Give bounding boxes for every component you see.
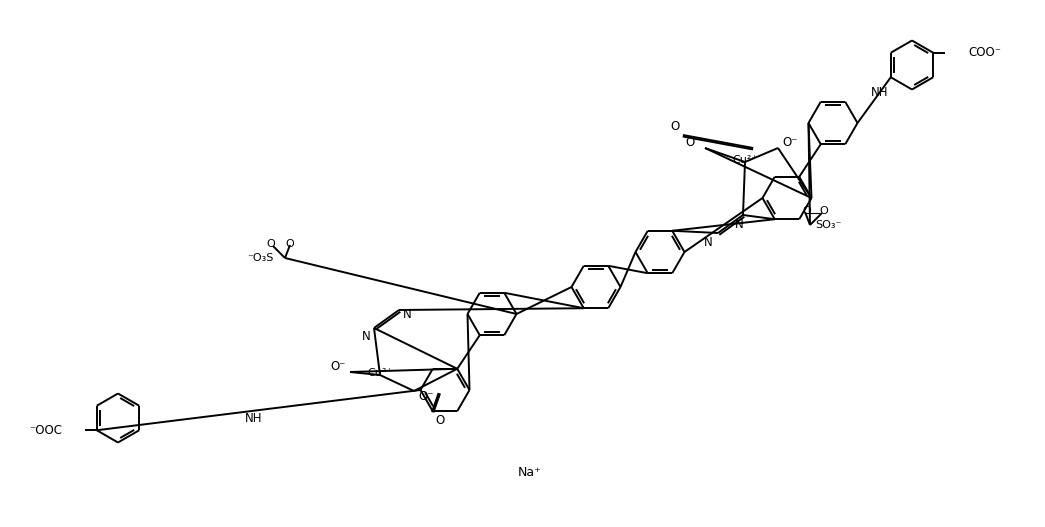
Text: O: O [803, 206, 811, 216]
Text: N: N [362, 329, 370, 343]
Text: ⁻OOC: ⁻OOC [29, 424, 62, 437]
Text: COO⁻: COO⁻ [969, 46, 1001, 59]
Text: Cu²⁺: Cu²⁺ [733, 155, 758, 165]
Text: O: O [266, 239, 276, 249]
Text: O: O [285, 239, 295, 249]
Text: O⁻: O⁻ [418, 389, 434, 403]
Text: Cu²⁺: Cu²⁺ [368, 368, 393, 378]
Text: O: O [436, 414, 444, 426]
Text: Na⁺: Na⁺ [518, 465, 542, 479]
Text: O: O [671, 121, 679, 133]
Text: ⁻O₃S: ⁻O₃S [247, 253, 273, 263]
Text: NH: NH [870, 85, 888, 99]
Text: O⁻: O⁻ [330, 360, 346, 374]
Text: O⁻: O⁻ [783, 136, 797, 150]
Text: N: N [735, 218, 743, 230]
Text: O: O [819, 206, 829, 216]
Text: NH: NH [245, 412, 262, 425]
Text: O⁻: O⁻ [686, 136, 701, 150]
Text: N: N [402, 308, 412, 321]
Text: N: N [703, 236, 713, 249]
Text: SO₃⁻: SO₃⁻ [815, 220, 841, 230]
